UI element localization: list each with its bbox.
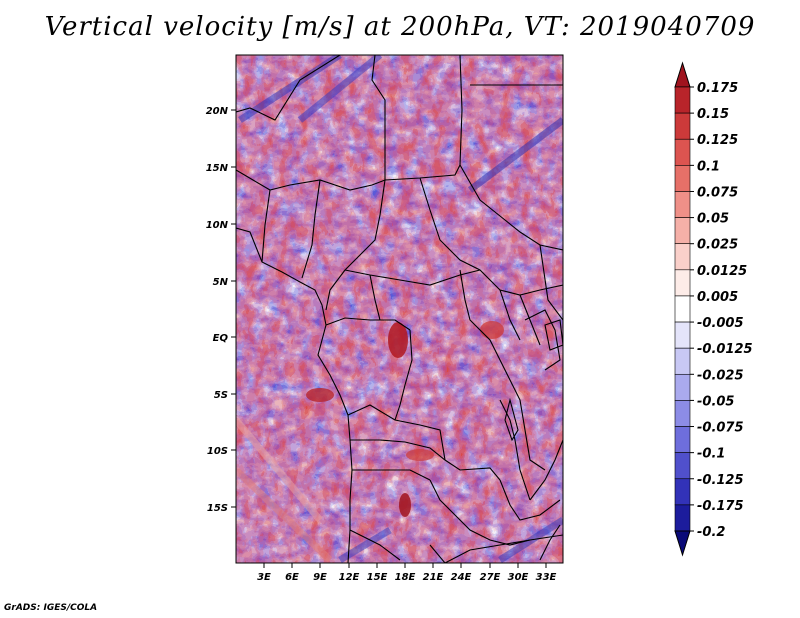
colorbar-label: -0.025 [697,368,744,383]
colorbar-segment [674,86,691,114]
colorbar-segment [674,269,691,297]
lon-label: 18E [395,572,416,583]
colorbar-label: -0.05 [697,394,734,409]
colorbar-segment [674,504,691,532]
convection-cores [306,321,504,517]
boundaries [236,55,563,563]
colorbar-label: -0.125 [697,473,744,488]
colorbar-label: 0.05 [697,212,729,227]
colorbar: 0.175 0.15 0.125 0.1 0.075 0.05 0.025 0.0125 0.0… [674,61,753,557]
colorbar-label: 0.125 [697,133,738,148]
lat-label: EQ [213,333,229,344]
colorbar-segment [674,347,691,375]
colorbar-label: -0.1 [697,447,725,462]
colorbar-label: 0.1 [697,159,720,174]
colorbar-label: -0.175 [697,499,744,514]
lat-label: 5N [213,277,229,288]
colorbar-label: -0.0125 [697,342,753,357]
colorbar-label: 0.025 [697,238,738,253]
colorbar-segment [674,295,691,323]
lat-label: 15N [206,163,229,174]
colorbar-segment [674,530,691,557]
lat-label: 5S [214,390,228,401]
lon-label: 9E [313,572,327,583]
colorbar-segment [674,400,691,427]
velocity-field [236,55,563,563]
colorbar-segment [674,452,691,480]
colorbar-label: -0.005 [697,316,744,331]
lon-label: 6E [285,572,299,583]
colorbar-segment [674,138,691,166]
colorbar-label: -0.2 [697,525,725,540]
map-title: Vertical velocity [m/s] at 200hPa, VT: 2… [44,12,756,42]
grads-credit: GrADS: IGES/COLA [4,603,98,613]
colorbar-segment [674,243,691,271]
lat-label: 10S [207,446,228,457]
lon-label: 3E [257,572,271,583]
colorbar-segment [674,217,691,245]
colorbar-segment [674,478,691,506]
lat-label: 15S [207,503,228,514]
lon-label: 30E [508,572,529,583]
lon-label: 15E [367,572,388,583]
lat-axis: 20N 15N 10N 5N EQ 5S 10S 15S [206,106,236,514]
lon-label: 24E [451,572,472,583]
colorbar-label: -0.075 [697,421,744,436]
colorbar-label: 0.0125 [697,264,747,279]
lon-axis: 3E 6E 9E 12E 15E 18E 21E 24E 27E 30E 33E [257,563,557,583]
colorbar-label: 0.15 [697,107,729,122]
lat-label: 10N [206,220,229,231]
colorbar-segment [674,112,691,140]
colorbar-label: 0.005 [697,290,738,305]
lon-label: 12E [339,572,360,583]
colorbar-segment [674,426,691,453]
map-frame [235,54,564,564]
colorbar-segment [674,191,691,218]
colorbar-segment [674,165,691,192]
colorbar-label: 0.075 [697,185,738,200]
lon-label: 27E [480,572,501,583]
lon-label: 21E [423,572,444,583]
lon-label: 33E [536,572,557,583]
colorbar-segment [674,321,691,349]
colorbar-label: 0.175 [697,81,738,96]
lat-label: 20N [206,106,229,117]
colorbar-segment [674,61,691,88]
colorbar-segment [674,373,691,401]
